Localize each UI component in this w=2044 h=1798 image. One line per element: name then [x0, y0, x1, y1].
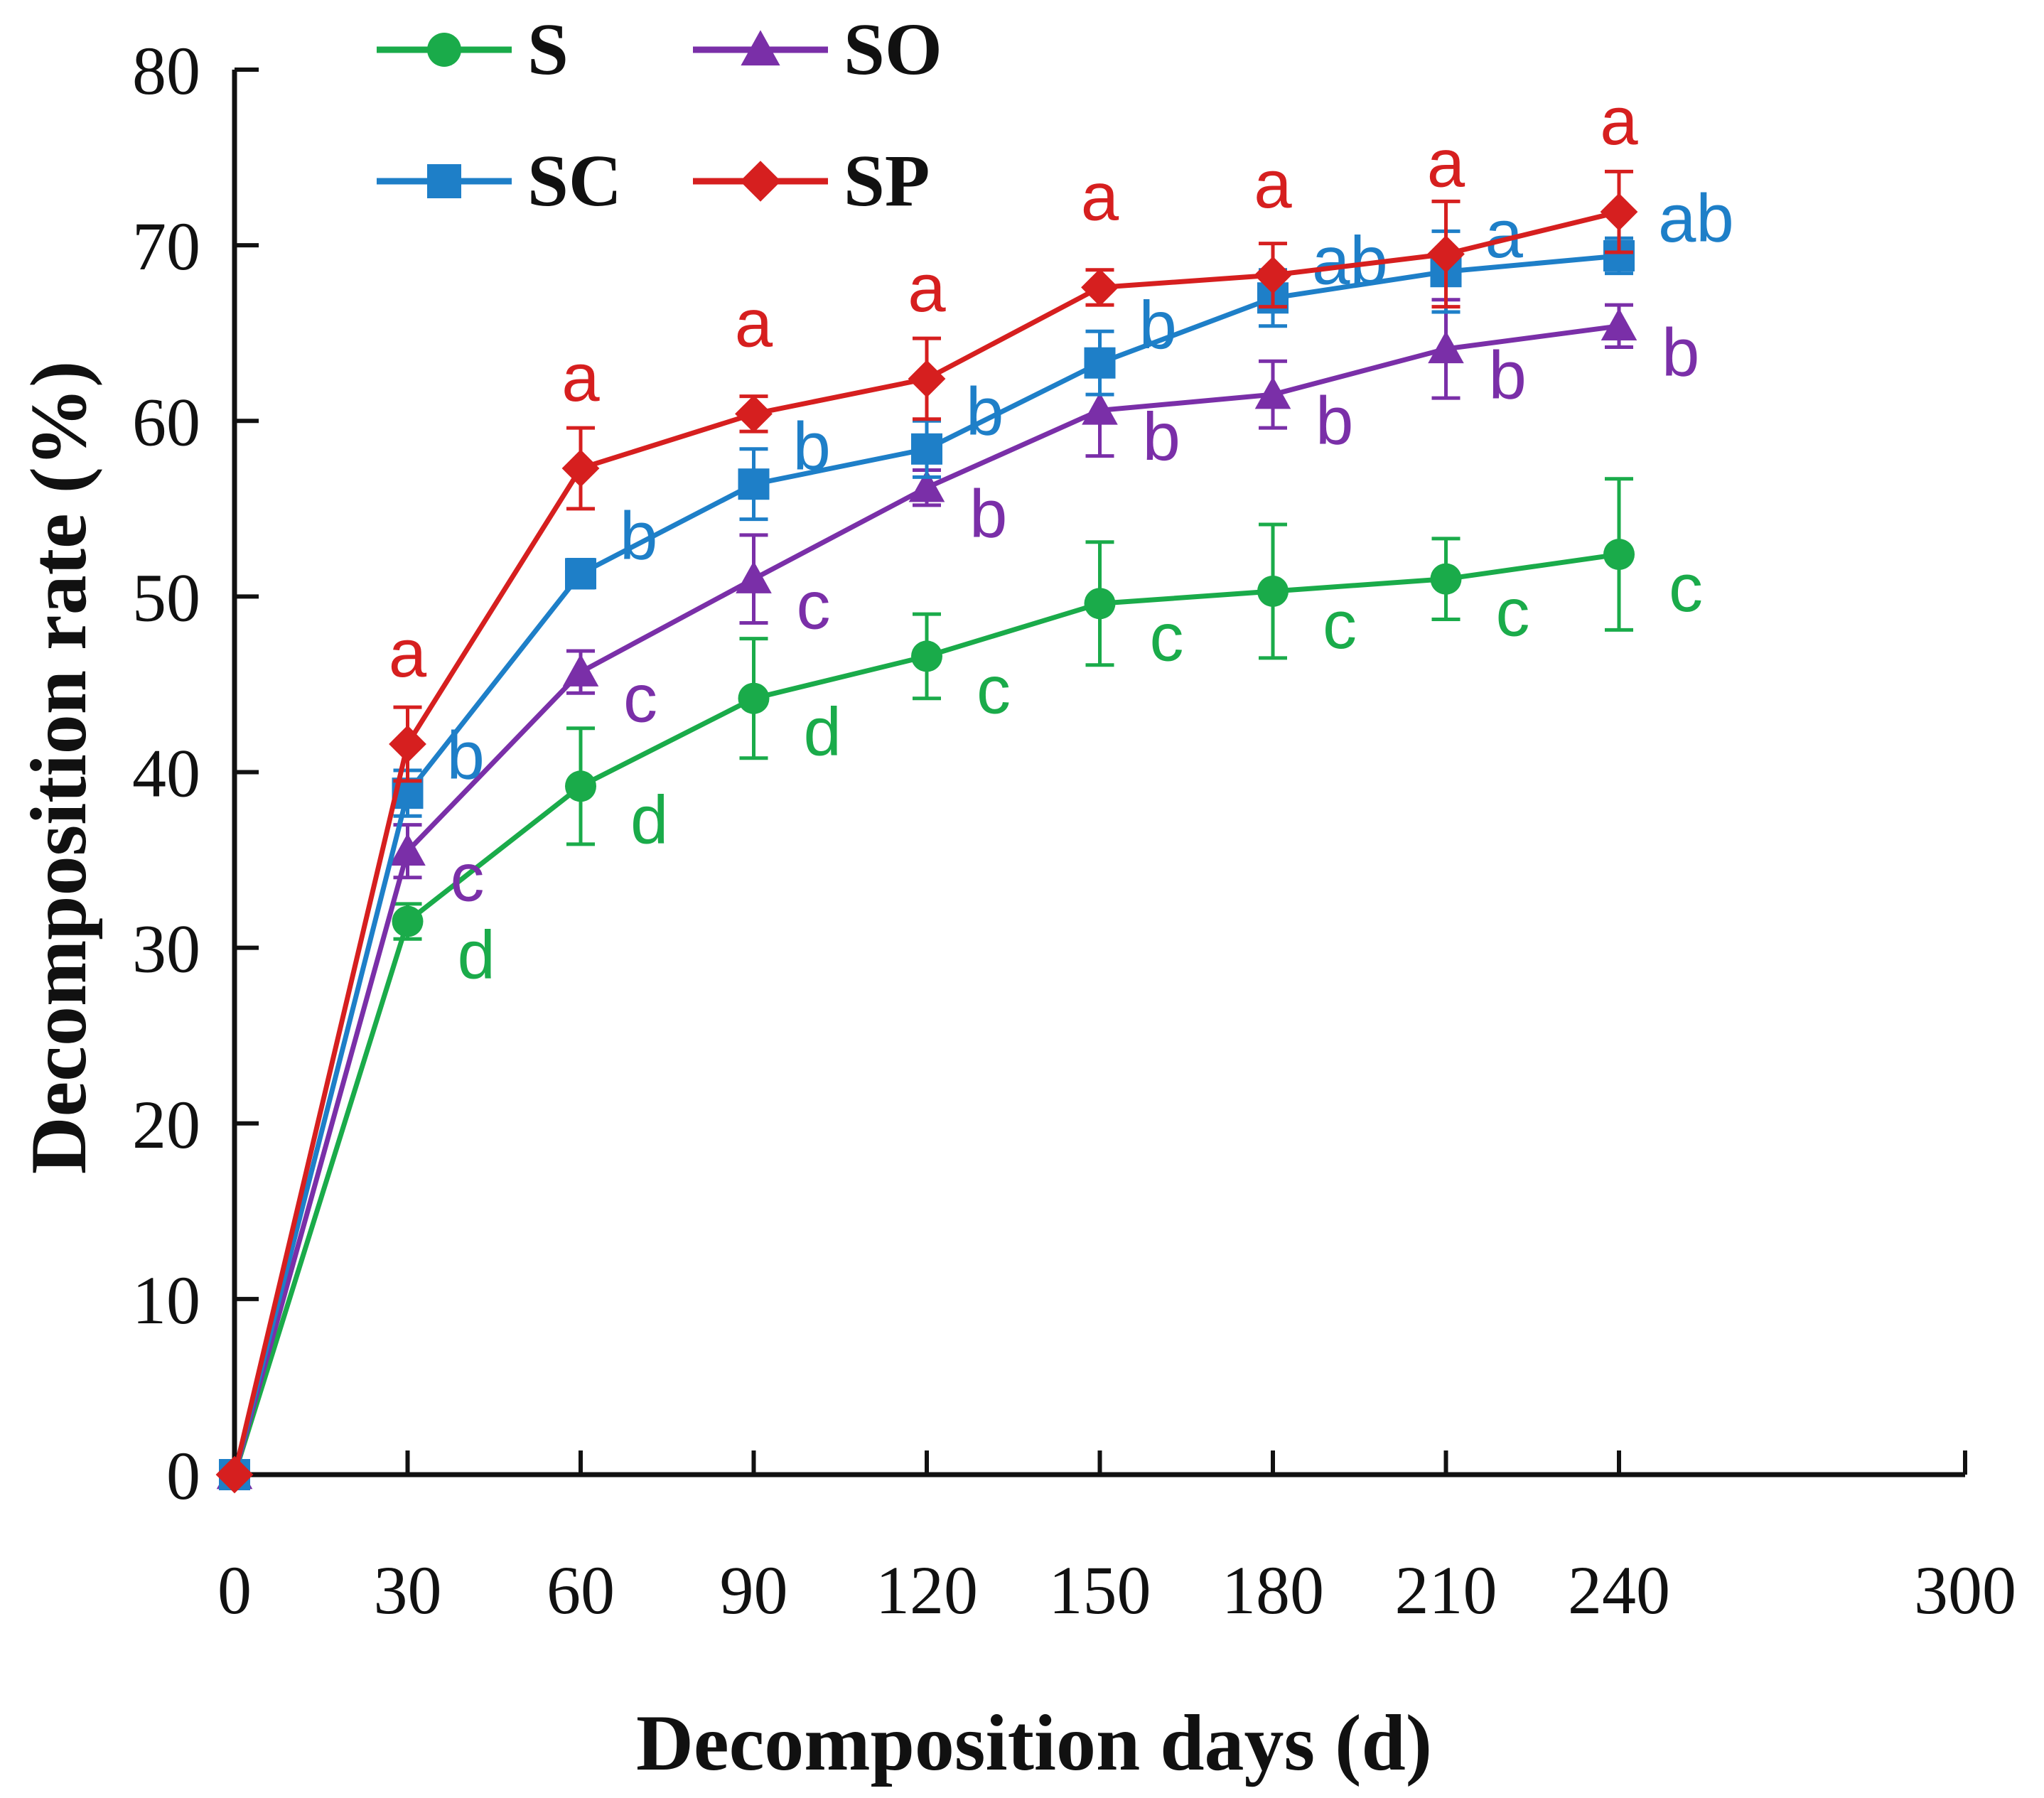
legend-item-s: S: [377, 9, 569, 90]
x-tick-label: 210: [1395, 1552, 1497, 1628]
significance-letter: ab: [1658, 181, 1734, 257]
significance-letter: a: [1427, 125, 1465, 201]
data-point-s: [392, 905, 424, 937]
data-point-s: [565, 770, 596, 802]
significance-letter: a: [389, 615, 427, 691]
legend-label: SC: [527, 140, 622, 222]
significance-letter: b: [1489, 338, 1527, 414]
data-point-sc: [565, 558, 596, 590]
data-point-s: [911, 640, 942, 672]
data-point-sp: [215, 1455, 254, 1494]
data-point-s: [1430, 563, 1462, 595]
data-point-s: [1084, 588, 1116, 620]
data-point-sc: [1084, 347, 1116, 379]
x-tick-label: 240: [1568, 1552, 1670, 1628]
x-tick-label: 150: [1049, 1552, 1151, 1628]
significance-letter: c: [977, 652, 1011, 728]
legend-item-so: SO: [693, 9, 942, 90]
data-point-so: [908, 469, 945, 502]
data-point-sp: [1081, 269, 1119, 306]
significance-letter: b: [620, 498, 657, 574]
y-tick-label: 70: [132, 208, 200, 284]
data-point-s: [1257, 575, 1289, 607]
data-point-so: [1428, 330, 1464, 364]
data-point-s: [1603, 539, 1635, 571]
x-tick-label: 300: [1914, 1552, 2016, 1628]
data-point-s: [738, 682, 770, 714]
significance-letter: a: [1254, 146, 1292, 222]
significance-letter: c: [797, 568, 831, 644]
y-tick-label: 60: [132, 384, 200, 460]
legend-marker: [741, 30, 780, 66]
data-point-sc: [738, 468, 770, 500]
data-point-sp: [389, 725, 426, 763]
axes: 0 30 60 90 120 150 180 210 240 300 0 10 20 30 40 50 60 70…: [132, 33, 2016, 1628]
significance-letter: d: [458, 917, 495, 994]
y-tick-label: 30: [132, 911, 200, 987]
significance-letter: a: [1600, 83, 1638, 159]
legend-marker: [740, 161, 781, 202]
legend-label: SP: [844, 140, 930, 222]
y-axis-title: Decomposition rate (%): [15, 361, 103, 1175]
data-point-so: [736, 561, 772, 593]
significance-letter: b: [447, 718, 485, 794]
y-tick-label: 0: [166, 1438, 200, 1514]
legend: S SO SC SP: [377, 9, 942, 222]
data-point-sp: [735, 394, 773, 433]
x-tick-label: 90: [720, 1552, 788, 1628]
legend-item-sp: SP: [693, 140, 930, 222]
significance-letter: b: [793, 409, 831, 485]
significance-letter: c: [623, 661, 657, 737]
significance-letter: c: [1323, 587, 1357, 663]
data-point-sp: [908, 360, 946, 398]
data-point-so: [562, 654, 599, 687]
y-tick-label: 20: [132, 1087, 200, 1163]
legend-label: SO: [844, 9, 942, 90]
series-sp: a a a a a a a a: [215, 83, 1638, 1494]
data-point-sc: [911, 433, 942, 465]
significance-letter: a: [735, 285, 773, 361]
data-point-sp: [561, 449, 600, 488]
significance-letter: a: [1081, 158, 1119, 235]
y-tick-label: 40: [132, 736, 200, 812]
significance-letter: a: [908, 250, 946, 326]
significance-letter: c: [1150, 599, 1184, 675]
data-point-so: [1601, 308, 1637, 341]
y-tick-label: 10: [132, 1262, 200, 1338]
y-tick-label: 80: [132, 33, 200, 109]
legend-label: S: [527, 9, 569, 90]
legend-marker: [427, 164, 461, 198]
data-point-sp: [1600, 193, 1638, 231]
x-tick-label: 30: [374, 1552, 442, 1628]
significance-letter: b: [1316, 383, 1353, 459]
x-tick-label: 180: [1222, 1552, 1324, 1628]
data-point-so: [1254, 376, 1291, 409]
x-tick-label: 0: [217, 1552, 252, 1628]
y-tick-label: 50: [132, 559, 200, 635]
significance-letter: b: [1662, 315, 1699, 391]
significance-letter: b: [1139, 288, 1177, 364]
data-point-so: [1082, 392, 1118, 425]
significance-letter: d: [804, 694, 841, 770]
x-tick-label: 60: [547, 1552, 615, 1628]
significance-letter: c: [451, 840, 485, 916]
significance-letter: d: [630, 782, 668, 858]
x-tick-label: 120: [876, 1552, 978, 1628]
data-point-so: [389, 833, 426, 866]
significance-letter: c: [1496, 575, 1530, 651]
x-axis-title: Decomposition days (d): [636, 1699, 1432, 1787]
data-point-sp: [1427, 235, 1465, 273]
significance-letter: c: [1669, 550, 1703, 626]
data-point-sp: [1254, 256, 1292, 294]
legend-marker: [427, 33, 461, 67]
significance-letter: b: [969, 476, 1007, 552]
legend-item-sc: SC: [377, 140, 622, 222]
significance-letter: b: [966, 374, 1004, 450]
significance-letter: b: [1143, 399, 1180, 475]
significance-letter: a: [561, 340, 600, 416]
